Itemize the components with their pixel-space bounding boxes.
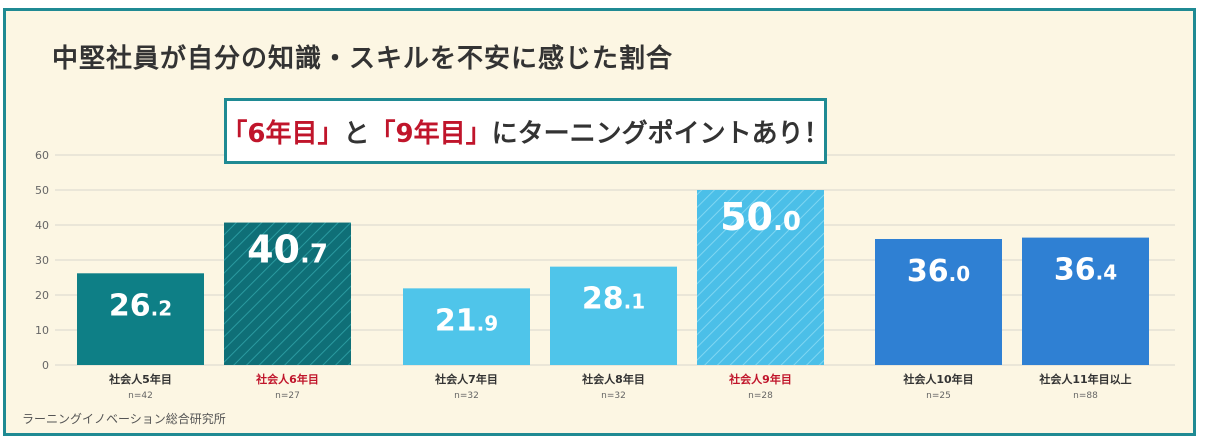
value-label-dec: .0 [949,262,971,286]
bar-社会人5年目 [77,273,204,365]
y-tick-label: 10 [35,324,49,337]
value-label-dec: .4 [1096,261,1118,285]
x-category-label: 社会人9年目 [728,372,792,386]
sample-size-label: n=32 [601,391,626,401]
value-label: 26.2 [109,288,172,323]
y-tick-label: 30 [35,254,49,267]
x-category-label: 社会人7年目 [434,372,498,386]
sample-size-label: n=28 [748,391,773,401]
sample-size-label: n=32 [454,391,479,401]
bar-社会人7年目 [403,288,530,365]
bar-layer [77,190,1149,365]
sample-size-label: n=88 [1073,391,1098,401]
sample-size-label: n=27 [275,391,300,401]
x-category-label: 社会人5年目 [108,372,172,386]
value-label-dec: .9 [477,311,499,335]
value-label-int: 26 [109,288,151,323]
bar-社会人11年目以上 [1022,237,1149,365]
value-label-int: 28 [582,282,624,317]
sample-size-label: n=42 [128,391,153,401]
sample-size-label: n=25 [926,391,951,401]
value-label: 21.9 [435,303,498,338]
turning-point-callout: 「6年目」 と 「9年目」 にターニングポイントあり！ [221,98,830,164]
value-label-int: 21 [435,303,477,338]
value-label-int: 50 [720,195,773,239]
value-label-dec: .7 [300,240,328,270]
value-label: 36.0 [907,254,970,289]
x-category-label: 社会人8年目 [581,372,645,386]
callout-year-9: 「9年目」 [369,118,492,149]
value-label: 36.4 [1054,253,1117,288]
chart-title: 中堅社員が自分の知識・スキルを不安に感じた割合 [52,44,674,74]
y-tick-label: 60 [35,149,49,162]
value-label: 40.7 [247,228,328,272]
callout-message: にターニングポイントあり！ [491,118,830,149]
callout-year-6: 「6年目」 [221,118,344,149]
value-label: 50.0 [720,195,801,239]
x-category-label: 社会人10年目 [902,372,973,386]
label-layer: 26.2 社会人5年目 n=42 40.7 社会人6年目 n=27 21.9 社会人7年目 n=… [108,195,1131,401]
x-category-label: 社会人6年目 [255,372,319,386]
value-label-dec: .1 [624,290,646,314]
y-tick-label: 0 [42,359,49,372]
value-label-dec: .0 [773,207,801,237]
value-label-int: 36 [1054,253,1096,288]
bar-社会人10年目 [875,239,1002,365]
value-label-dec: .2 [151,296,173,320]
bar-社会人8年目 [550,266,677,365]
y-tick-label: 20 [35,289,49,302]
callout-connector: と [343,118,370,149]
x-category-label: 社会人11年目以上 [1038,372,1131,386]
value-label: 28.1 [582,282,645,317]
y-tick-label: 40 [35,219,49,232]
bar-社会人9年目 [697,190,824,365]
bar-社会人6年目 [224,222,351,365]
value-label-int: 36 [907,254,949,289]
value-label-int: 40 [247,228,300,272]
y-tick-label: 50 [35,184,49,197]
source-credit: ラーニングイノベーション総合研究所 [22,412,226,426]
